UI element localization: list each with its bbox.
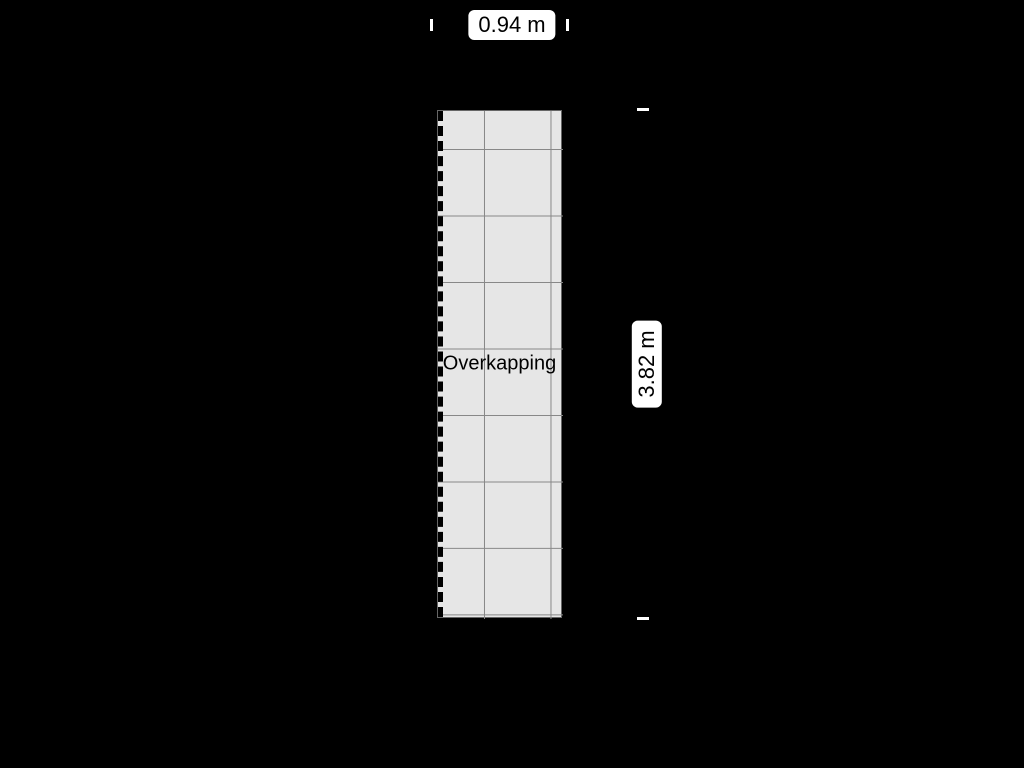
- overkapping-rect: Overkapping: [437, 110, 562, 618]
- dim-top-label: 0.94 m: [468, 10, 555, 40]
- dim-top-tick-right: [566, 19, 569, 31]
- dim-right-tick-bottom: [637, 617, 649, 620]
- dim-top-tick-left: [430, 19, 433, 31]
- dim-right-tick-top: [637, 108, 649, 111]
- dim-right-label: 3.82 m: [632, 320, 662, 407]
- overkapping-label: Overkapping: [443, 353, 556, 376]
